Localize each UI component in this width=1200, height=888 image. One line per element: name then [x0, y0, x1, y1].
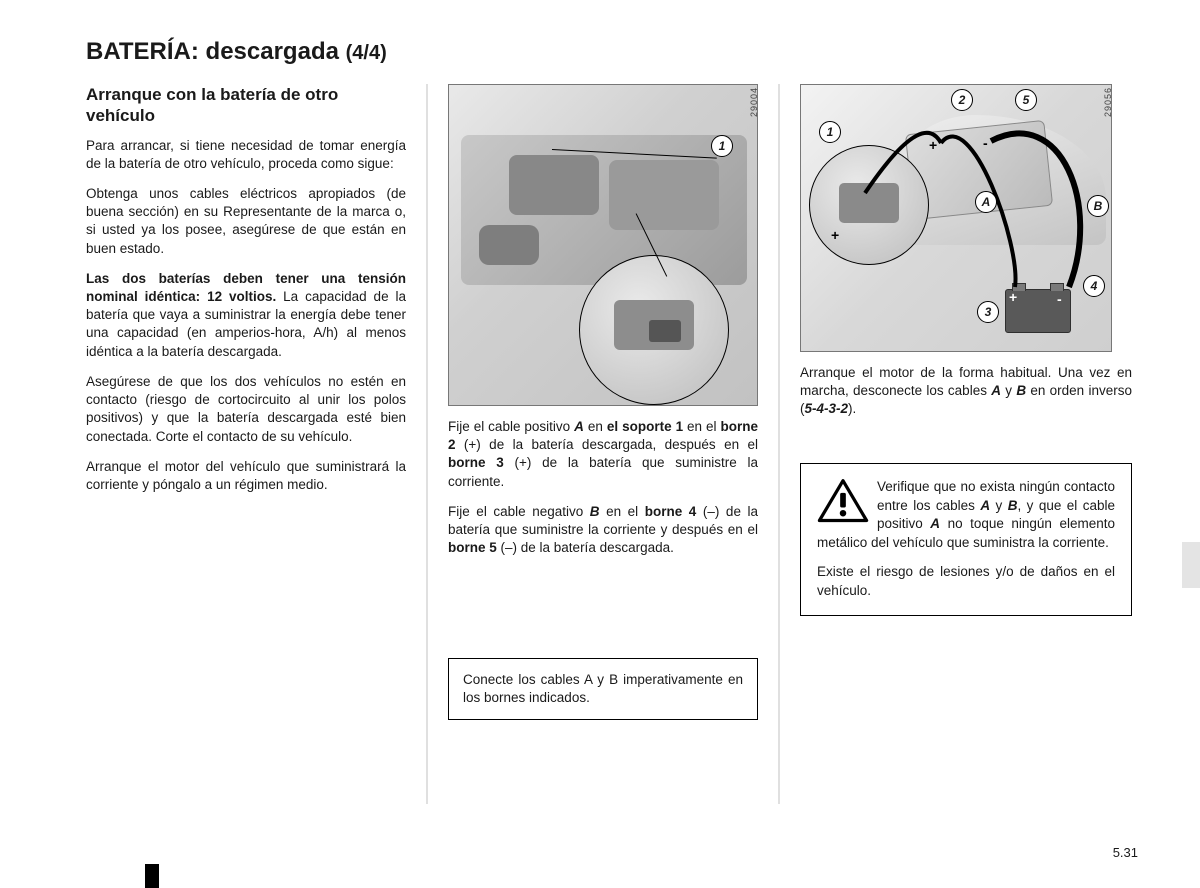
c2-p1: Fije el cable positivo A en el soporte 1…: [448, 418, 758, 491]
callout-n2: 2: [951, 89, 973, 111]
warning-icon: [817, 478, 869, 524]
warning-box: Verifique que no exista ningún contacto …: [800, 463, 1132, 616]
t: borne 3: [448, 455, 504, 470]
figure-ref-code: 29004: [749, 87, 758, 117]
title-main: BATERÍA: descargada: [86, 38, 346, 65]
figure-engine-bay: 29004 1: [448, 84, 758, 406]
figure-ref-code-2: 29056: [1103, 87, 1112, 117]
page-number: 5.31: [1113, 845, 1138, 860]
callout-n5: 5: [1015, 89, 1037, 111]
c1-p3: Las dos baterías deben tener una tensión…: [86, 270, 406, 361]
callout-B: B: [1087, 195, 1109, 217]
c1-p1: Para arrancar, si tiene necesidad de tom…: [86, 137, 406, 173]
t: borne 5: [448, 540, 497, 555]
callout-n4: 4: [1083, 275, 1105, 297]
column-1: Arranque con la batería de otro vehículo…: [86, 84, 426, 804]
t: A: [980, 498, 990, 513]
page-title: BATERÍA: descargada (4/4): [86, 38, 1140, 66]
t: A: [574, 419, 584, 434]
content-columns: Arranque con la batería de otro vehículo…: [86, 84, 1140, 804]
edge-tab: [1182, 542, 1200, 588]
title-sub: (4/4): [346, 42, 387, 64]
column-2: 29004 1 Fije el cable positivo A en el s…: [428, 84, 778, 804]
warning-line-2: Existe el riesgo de lesiones y/o de daño…: [817, 564, 1115, 598]
figure-jump-start-diagram: 29056 + + - + - 1 2 5 A B: [800, 84, 1112, 352]
t: en el: [683, 419, 720, 434]
callout-n1: 1: [819, 121, 841, 143]
column-3: 29056 + + - + - 1 2 5 A B: [780, 84, 1132, 804]
t: Fije el cable negativo: [448, 504, 590, 519]
c1-p5: Arranque el motor del vehículo que sumin…: [86, 458, 406, 494]
callout-n3: 3: [977, 301, 999, 323]
t: borne 4: [645, 504, 697, 519]
t: B: [1008, 498, 1018, 513]
t: (+) de la batería descargada, después en…: [456, 437, 758, 452]
c3-p1: Arranque el motor de la forma habitual. …: [800, 364, 1132, 419]
t: Fije el cable positivo: [448, 419, 574, 434]
c2-p2: Fije el cable negativo B en el borne 4 (…: [448, 503, 758, 558]
t: B: [590, 504, 600, 519]
t: A: [930, 516, 940, 531]
t: B: [1016, 383, 1026, 398]
callout-A: A: [975, 191, 997, 213]
t: (–) de la batería descargada.: [497, 540, 674, 555]
note-box: Conecte los cables A y B imperativamente…: [448, 658, 758, 720]
c1-p2: Obtenga unos cables eléctricos apropiado…: [86, 185, 406, 258]
t: A: [991, 383, 1001, 398]
c1-p4: Asegúrese de que los dos vehículos no es…: [86, 373, 406, 446]
t: y: [990, 498, 1008, 513]
t: en el: [600, 504, 645, 519]
t: y: [1001, 383, 1016, 398]
t: el soporte 1: [607, 419, 683, 434]
t: en: [584, 419, 607, 434]
footer-mark: [145, 864, 159, 888]
t: 5-4-3-2: [805, 401, 849, 416]
t: ).: [848, 401, 856, 416]
callout-1: 1: [711, 135, 733, 157]
section-subtitle: Arranque con la batería de otro vehículo: [86, 84, 406, 127]
